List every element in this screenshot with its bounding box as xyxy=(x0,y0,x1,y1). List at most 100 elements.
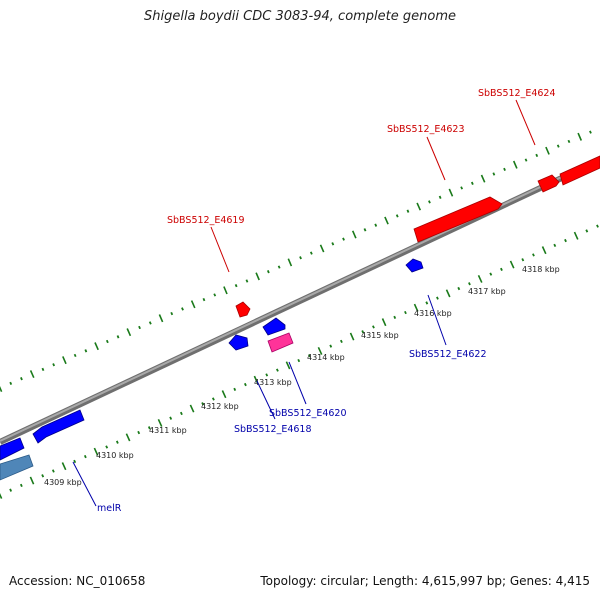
gene-label-e4623[interactable]: SbBS512_E4623 xyxy=(387,124,465,135)
outer-ring-tick xyxy=(158,314,164,323)
inner-ring-tick xyxy=(61,462,67,471)
inner-ring-tick xyxy=(169,416,173,420)
gene-label-e4622[interactable]: SbBS512_E4622 xyxy=(409,349,487,360)
outer-ring-tick xyxy=(0,385,3,393)
inner-ring-tick xyxy=(9,488,13,492)
outer-ring-tick xyxy=(299,256,302,260)
inner-ring-tick xyxy=(361,330,365,334)
outer-ring-tick xyxy=(190,300,196,309)
inner-ring-tick xyxy=(285,361,291,370)
inner-ring-tick xyxy=(445,289,451,298)
inner-ring-tick xyxy=(221,390,227,399)
outer-ring-tick xyxy=(20,377,23,381)
outer-ring-tick xyxy=(29,370,35,379)
inner-ring-tick xyxy=(457,286,461,291)
outer-ring-tick xyxy=(374,223,378,227)
gene-e4623-arrow[interactable] xyxy=(413,196,503,243)
inner-ring-tick xyxy=(425,301,429,305)
gene-label-e4618[interactable]: SbBS512_E4618 xyxy=(234,424,312,435)
inner-ring-tick xyxy=(564,238,567,243)
gene-e4619-arrow[interactable] xyxy=(235,301,251,318)
inner-ring-tick xyxy=(381,318,387,327)
inner-ring-tick xyxy=(436,296,439,300)
inner-ring-tick xyxy=(265,373,269,377)
gene-label-e4624[interactable]: SbBS512_E4624 xyxy=(478,88,556,99)
gene-left-blue-arrow[interactable] xyxy=(0,437,25,461)
accession-text: Accession: NC_010658 xyxy=(9,574,146,588)
outer-ring-tick xyxy=(460,186,464,190)
outer-ring-tick xyxy=(94,342,99,351)
inner-ring-tick xyxy=(413,303,419,312)
inner-ring-tick xyxy=(275,368,279,372)
outer-ring-tick xyxy=(589,130,592,134)
outer-ring-tick xyxy=(105,339,109,344)
outer-ring-tick xyxy=(416,202,422,211)
gene-labels: SbBS512_E4624 SbBS512_E4623 SbBS512_E461… xyxy=(97,88,556,514)
gene-label-e4620[interactable]: SbBS512_E4620 xyxy=(269,408,347,419)
inner-ring-tick xyxy=(93,447,99,456)
gene-label-e4619[interactable]: SbBS512_E4619 xyxy=(167,215,245,226)
inner-ring-tick xyxy=(297,358,301,363)
inner-ring-tick xyxy=(73,459,77,464)
outer-ring-tick xyxy=(309,251,313,255)
inner-ring-tick xyxy=(532,253,535,257)
outer-ring-tick xyxy=(351,230,357,239)
outer-ring-tick xyxy=(342,237,345,241)
gene-e4624b-arrow[interactable] xyxy=(559,155,600,186)
inner-ring-tick xyxy=(51,469,55,473)
inner-ring-tick xyxy=(339,339,343,343)
gene-label-melR[interactable]: melR xyxy=(97,503,122,514)
outer-ring-tick xyxy=(148,321,152,325)
map-title: Shigella boydii CDC 3083-94, complete ge… xyxy=(143,9,457,24)
scale-label-4312: 4312 kbp xyxy=(201,402,239,411)
inner-ring-tick xyxy=(125,433,131,442)
inner-ring-tick xyxy=(19,483,23,488)
inner-tick-ring xyxy=(0,224,599,499)
outer-ring-tick xyxy=(503,167,506,171)
inner-ring-tick xyxy=(541,246,547,255)
outer-ring-tick xyxy=(406,209,410,213)
outer-ring-tick xyxy=(535,153,539,158)
outer-ring-tick xyxy=(245,279,249,283)
gene-e4618-arrow[interactable] xyxy=(228,334,249,351)
outer-ring-tick xyxy=(202,297,206,302)
inner-ring-tick xyxy=(83,454,87,459)
outer-ring-tick xyxy=(492,172,496,176)
outer-ring-tick xyxy=(73,353,77,358)
inner-ring-tick xyxy=(189,404,195,413)
outer-ring-tick xyxy=(438,195,442,199)
gene-left-steel-box[interactable] xyxy=(0,454,34,481)
scale-label-4316: 4316 kbp xyxy=(414,309,452,318)
outer-ring-tick xyxy=(223,286,228,295)
gene-melR-arrow[interactable] xyxy=(32,409,85,444)
inner-ring-tick xyxy=(307,354,311,358)
outer-ring-tick xyxy=(277,265,281,269)
inner-ring-tick xyxy=(147,426,151,430)
outer-ring-tick xyxy=(480,174,486,183)
gene-e4620-arrow[interactable] xyxy=(262,317,286,336)
outer-ring-tick xyxy=(234,284,238,288)
gene-pink-box[interactable] xyxy=(267,332,294,353)
scale-label-4317: 4317 kbp xyxy=(468,287,506,296)
gene-e4622-arrow[interactable] xyxy=(405,258,424,273)
outer-ring-tick xyxy=(287,258,293,267)
gene-leader-lines xyxy=(72,99,536,507)
outer-ring-tick xyxy=(448,188,454,197)
scale-label-4315: 4315 kbp xyxy=(361,331,399,340)
inner-ring-tick xyxy=(393,315,397,319)
gene-e4624-arrow[interactable] xyxy=(537,174,560,193)
inner-ring-tick xyxy=(521,258,525,262)
inner-ring-tick xyxy=(329,344,333,348)
inner-ring-tick xyxy=(585,229,589,233)
outer-ring-tick xyxy=(126,328,132,337)
inner-ring-tick xyxy=(179,411,183,416)
inner-ring-tick xyxy=(596,224,599,228)
genome-summary-text: Topology: circular; Length: 4,615,997 bp… xyxy=(260,574,590,588)
inner-ring-tick xyxy=(477,274,483,283)
inner-ring-tick xyxy=(372,325,375,329)
inner-ring-tick xyxy=(404,310,407,315)
inner-ring-tick xyxy=(211,397,215,401)
inner-ring-tick xyxy=(0,493,3,499)
outer-tick-ring xyxy=(0,130,592,393)
inner-ring-tick xyxy=(137,430,141,435)
